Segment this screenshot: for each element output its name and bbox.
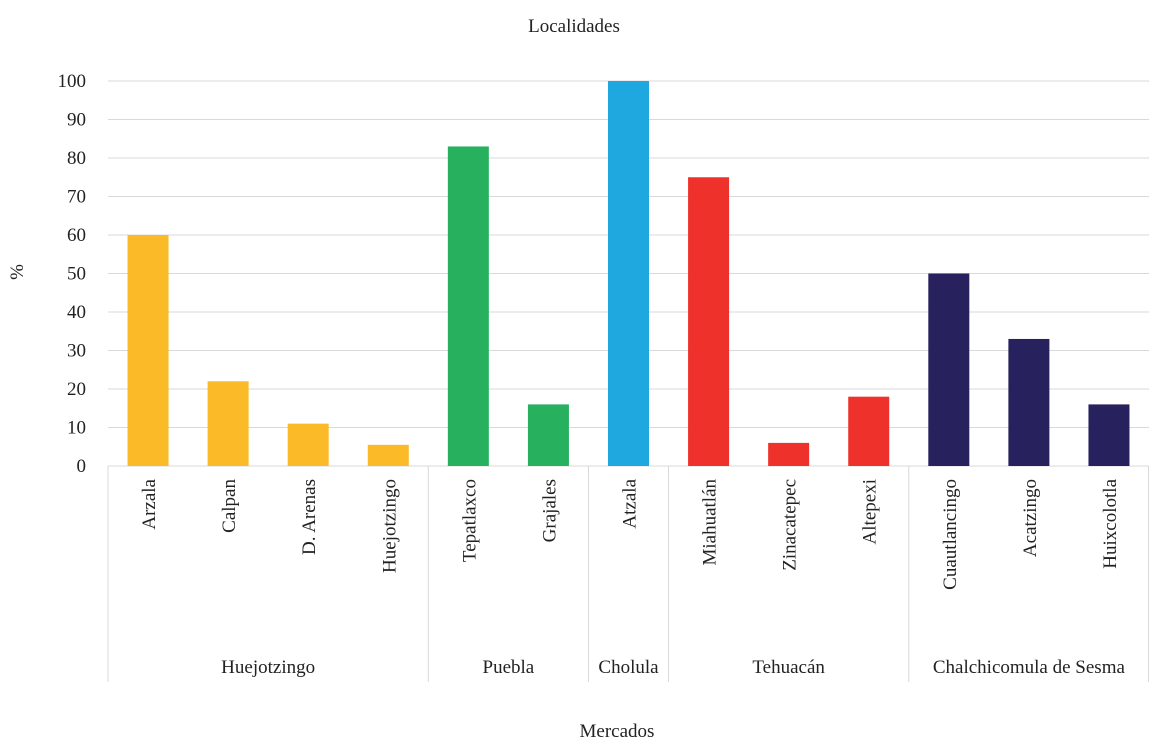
x-group-label: Tehuacán [752,657,825,678]
bar [287,423,329,466]
bar [527,404,569,466]
y-tick-label: 40 [67,302,86,323]
y-axis-ticks: 0 10 20 30 40 50 60 70 80 90 100 [58,71,87,477]
y-tick-label: 90 [67,110,86,131]
x-group-label: Puebla [483,657,535,678]
x-category-label: Zinacatepec [780,479,801,571]
bar [608,81,649,466]
x-category-label: Atzala [620,478,641,528]
x-category-label: Grajales [539,479,560,542]
y-tick-label: 0 [77,456,87,477]
x-category-label: Calpan [219,479,240,533]
x-group-label: Huejotzingo [221,657,315,678]
chart-title: Localidades [528,16,620,37]
x-category-label: Miahuatlán [700,479,721,566]
bar [768,442,810,466]
x-category-label: D. Arenas [299,479,320,555]
bar [207,381,249,466]
x-group-label: Cholula [598,657,659,678]
bar [848,396,890,466]
bar [1008,338,1050,466]
y-tick-label: 80 [67,148,86,169]
y-tick-label: 100 [58,71,87,92]
x-axis-title: Mercados [580,721,655,740]
bar [367,444,409,466]
x-category-label: Huixcolotla [1100,478,1121,568]
bar [1088,404,1130,466]
y-tick-label: 70 [67,187,86,208]
y-tick-label: 60 [67,225,86,246]
y-tick-label: 50 [67,264,86,285]
x-category-label: Altepexi [860,479,881,544]
y-tick-label: 30 [67,341,86,362]
x-category-label: Huejotzingo [379,479,400,573]
bars [127,81,1130,466]
bar [688,177,730,466]
x-group-label: Chalchicomula de Sesma [933,657,1126,678]
y-tick-label: 10 [67,418,86,439]
y-axis-title: % [7,264,28,280]
x-category-label: Arzala [139,478,160,529]
x-axis-categories: Arzala Calpan D. Arenas Huejotzingo Tepatlax… [139,478,1121,589]
x-axis-groups: Huejotzingo Puebla Cholula Tehuacán Chalchic… [107,466,1149,682]
x-category-label: Acatzingo [1020,479,1041,557]
x-category-label: Cuautlancingo [940,479,961,590]
bar [127,235,169,466]
y-tick-label: 20 [67,379,86,400]
bar [447,146,489,466]
x-category-label: Tepatlaxco [459,479,480,562]
bar [928,273,970,466]
